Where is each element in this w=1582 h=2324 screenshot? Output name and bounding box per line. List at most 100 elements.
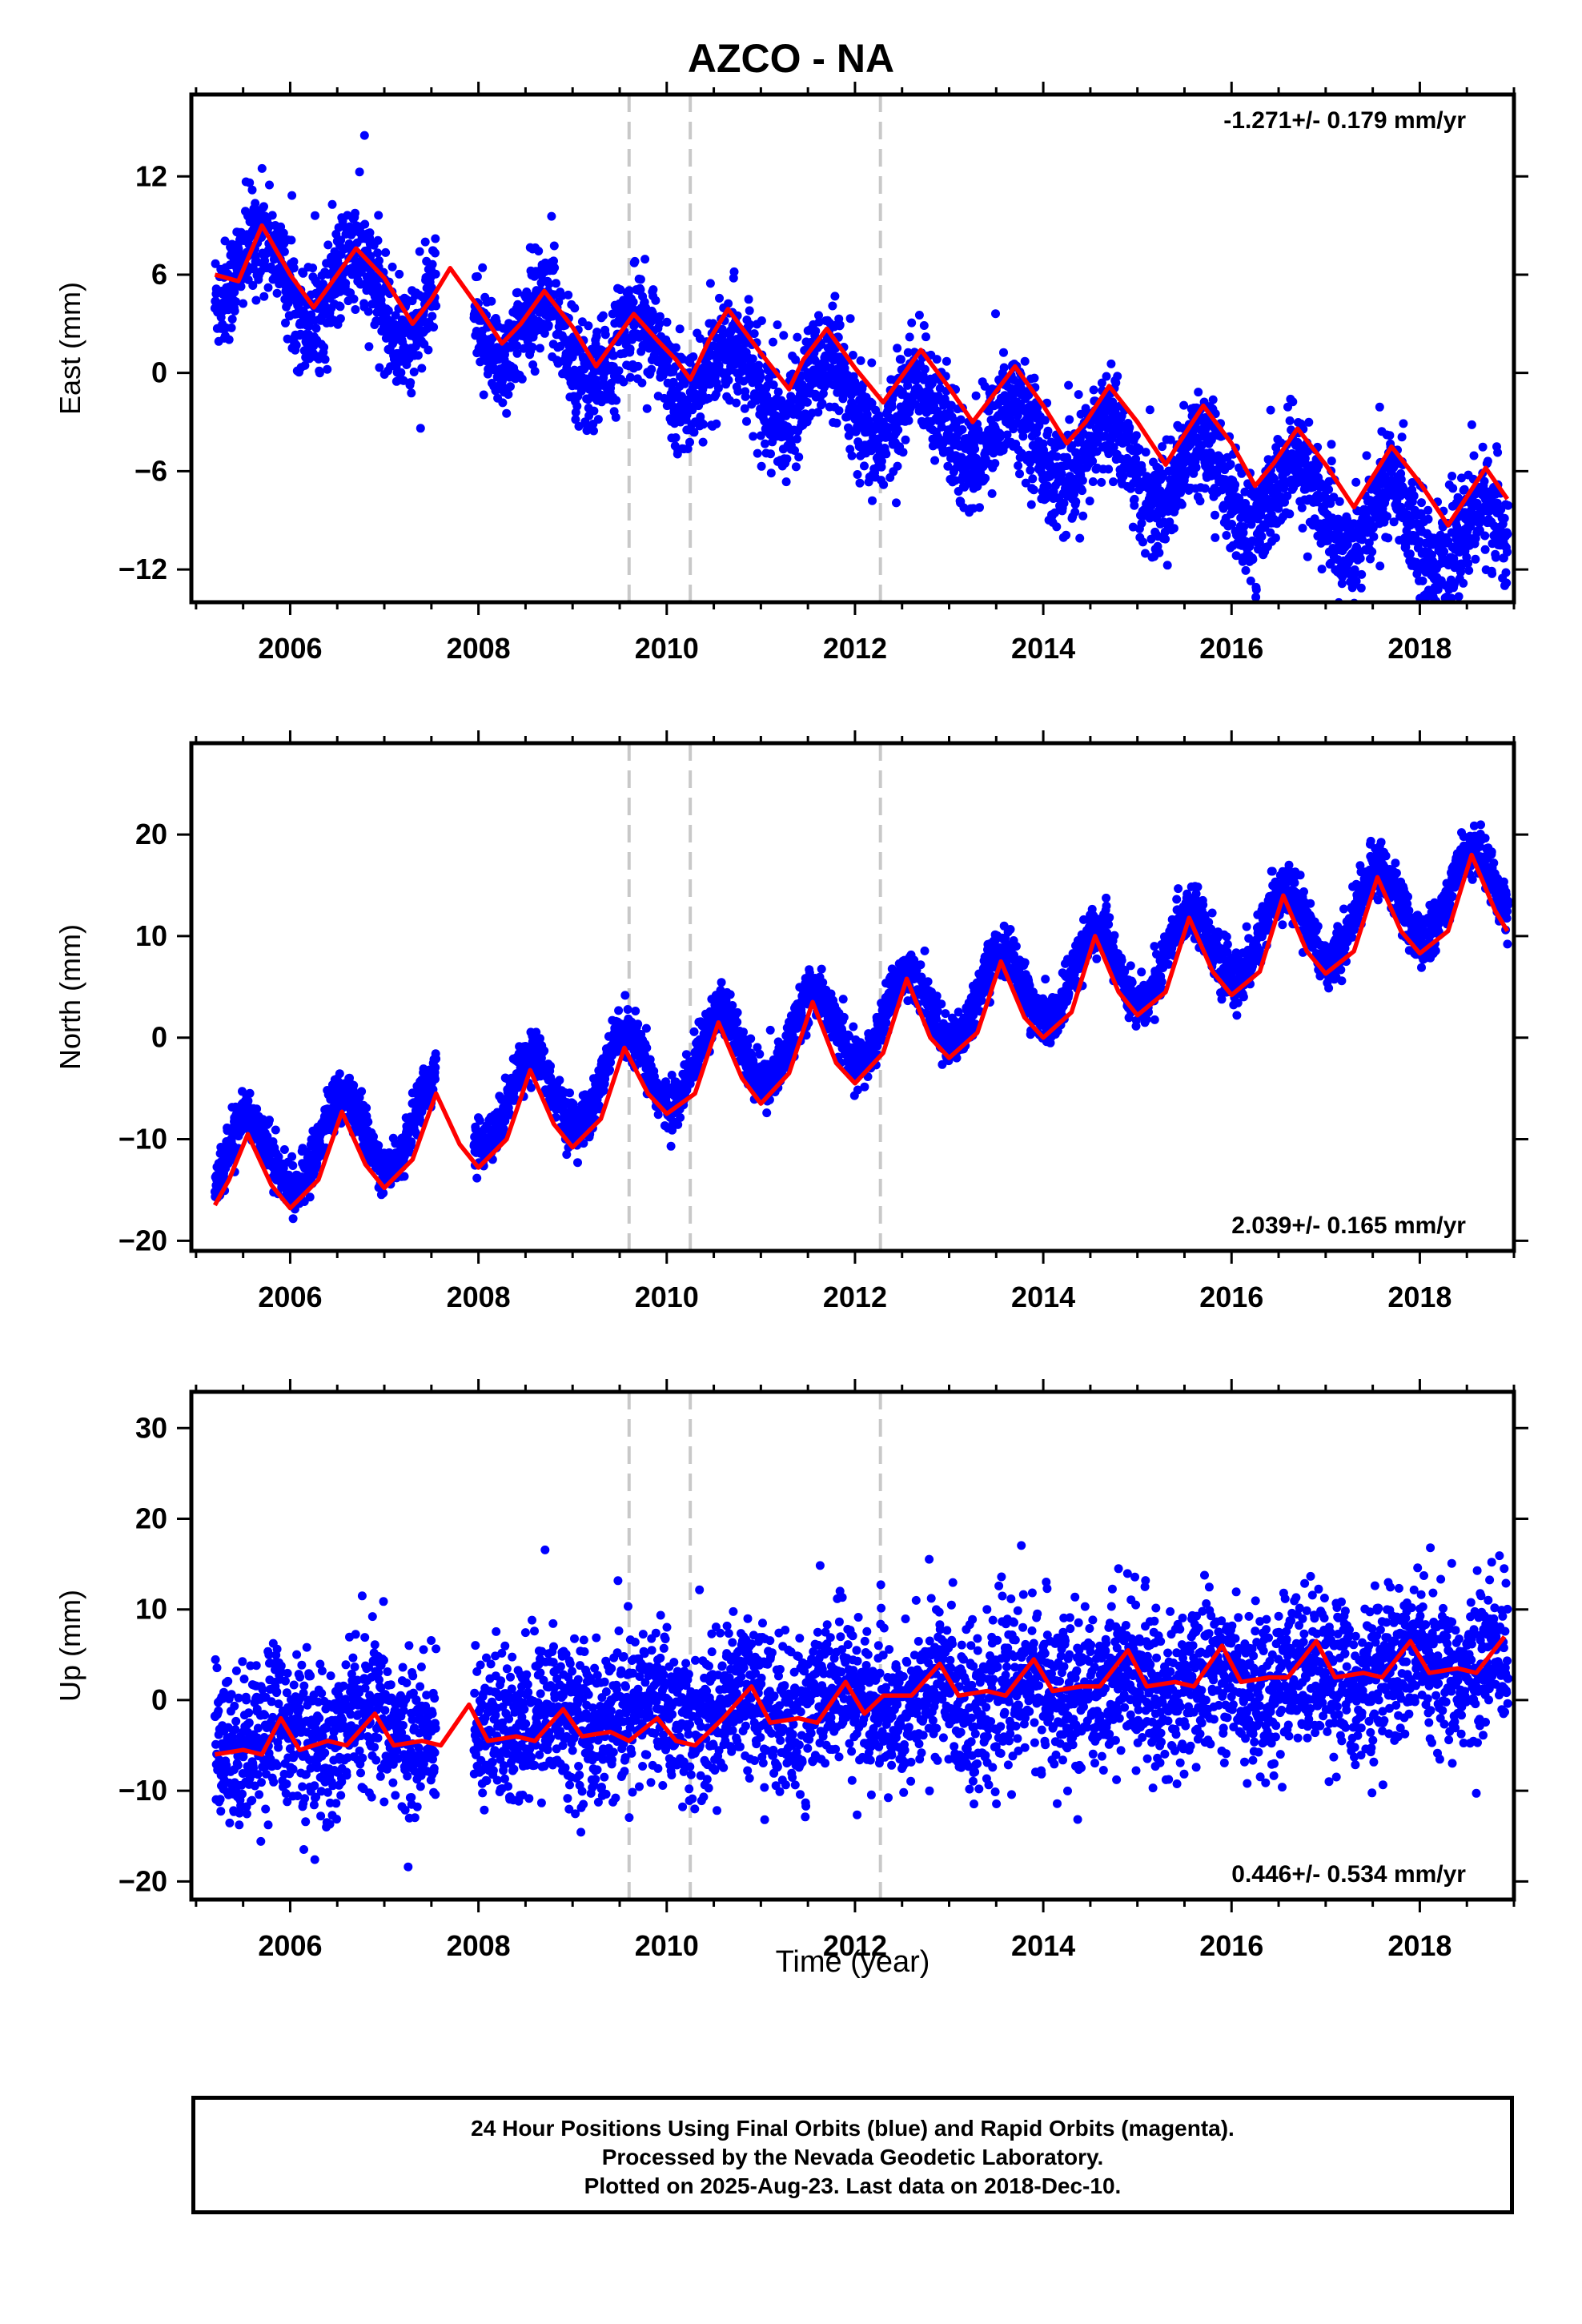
data-point — [1257, 532, 1267, 541]
data-point — [1017, 448, 1026, 458]
data-point — [1065, 415, 1074, 424]
data-point — [655, 312, 665, 321]
x-tick-label: 2012 — [823, 632, 887, 665]
data-point — [1464, 559, 1473, 568]
data-point — [335, 302, 345, 312]
x-tick-label: 2010 — [635, 632, 699, 665]
data-point — [893, 425, 903, 435]
data-point — [628, 297, 638, 307]
data-point — [793, 410, 803, 420]
data-point — [311, 211, 319, 220]
data-point — [230, 287, 239, 297]
data-point — [1109, 443, 1118, 452]
data-point — [1227, 520, 1237, 529]
data-point — [335, 314, 345, 324]
data-point — [305, 1192, 315, 1202]
data-point — [1458, 607, 1467, 616]
data-point — [288, 1161, 298, 1170]
data-point — [512, 287, 522, 297]
data-point — [1503, 547, 1512, 557]
data-point — [1433, 613, 1442, 622]
data-point — [802, 397, 812, 407]
data-point — [903, 348, 913, 357]
data-point — [574, 421, 584, 431]
data-point — [1052, 522, 1062, 532]
data-point — [1208, 395, 1218, 404]
data-point — [287, 1152, 297, 1161]
data-point — [534, 247, 544, 255]
data-point — [811, 326, 821, 336]
data-point — [600, 330, 610, 340]
data-point — [1478, 442, 1488, 452]
data-point — [1448, 484, 1458, 493]
data-point — [790, 446, 799, 455]
data-point — [1337, 579, 1347, 589]
data-point — [791, 355, 801, 364]
data-point — [1059, 499, 1069, 508]
rate-annotation: -1.271+/- 0.179 mm/yr — [1223, 107, 1466, 134]
data-point — [814, 311, 823, 320]
data-point — [245, 178, 255, 187]
data-point — [1211, 533, 1220, 542]
data-point — [1375, 561, 1385, 571]
data-point — [1317, 565, 1327, 574]
data-point — [1106, 359, 1116, 368]
data-point — [1480, 476, 1489, 486]
data-point — [1088, 477, 1098, 486]
data-point — [396, 368, 406, 377]
data-point — [279, 1145, 289, 1154]
data-point — [252, 1104, 262, 1114]
data-point — [766, 468, 776, 478]
data-point — [1131, 454, 1141, 464]
data-point — [671, 343, 681, 352]
data-point — [323, 240, 333, 250]
data-point — [512, 348, 522, 358]
data-point — [1052, 452, 1062, 461]
data-point — [855, 478, 865, 488]
data-point — [794, 452, 804, 462]
data-point — [1357, 569, 1367, 579]
data-point — [1335, 497, 1344, 506]
data-point — [642, 404, 652, 413]
data-point — [351, 305, 360, 314]
data-point — [234, 244, 243, 254]
data-point — [745, 320, 755, 329]
data-point — [424, 345, 433, 355]
data-point — [1409, 491, 1419, 501]
data-point — [996, 430, 1006, 440]
data-point — [1169, 524, 1178, 533]
data-point — [904, 416, 913, 425]
data-point — [248, 281, 258, 290]
data-point — [413, 351, 423, 360]
data-point — [525, 320, 535, 330]
data-point — [399, 376, 408, 385]
data-point — [1194, 388, 1203, 397]
data-point — [999, 348, 1008, 357]
data-point — [1351, 577, 1361, 586]
data-point — [1097, 378, 1106, 388]
data-point — [327, 199, 337, 209]
data-point — [1231, 480, 1240, 489]
data-point — [766, 449, 775, 459]
data-point — [512, 341, 522, 351]
data-point — [905, 332, 914, 342]
data-point — [506, 382, 515, 392]
data-point — [1222, 531, 1231, 540]
data-point — [1503, 529, 1512, 539]
data-point — [744, 295, 753, 304]
data-point — [417, 364, 427, 373]
data-point — [1026, 500, 1036, 509]
data-point — [1467, 420, 1476, 429]
data-point — [547, 211, 556, 221]
scatter-points — [210, 131, 1513, 622]
fit-curve — [214, 223, 1510, 528]
data-point — [756, 431, 765, 440]
data-point — [853, 470, 862, 479]
data-point — [860, 461, 869, 471]
data-point — [757, 316, 766, 325]
data-point — [733, 387, 743, 396]
data-point — [1285, 509, 1295, 519]
data-point — [1351, 477, 1361, 487]
data-point — [349, 294, 359, 304]
data-point — [1297, 503, 1307, 513]
